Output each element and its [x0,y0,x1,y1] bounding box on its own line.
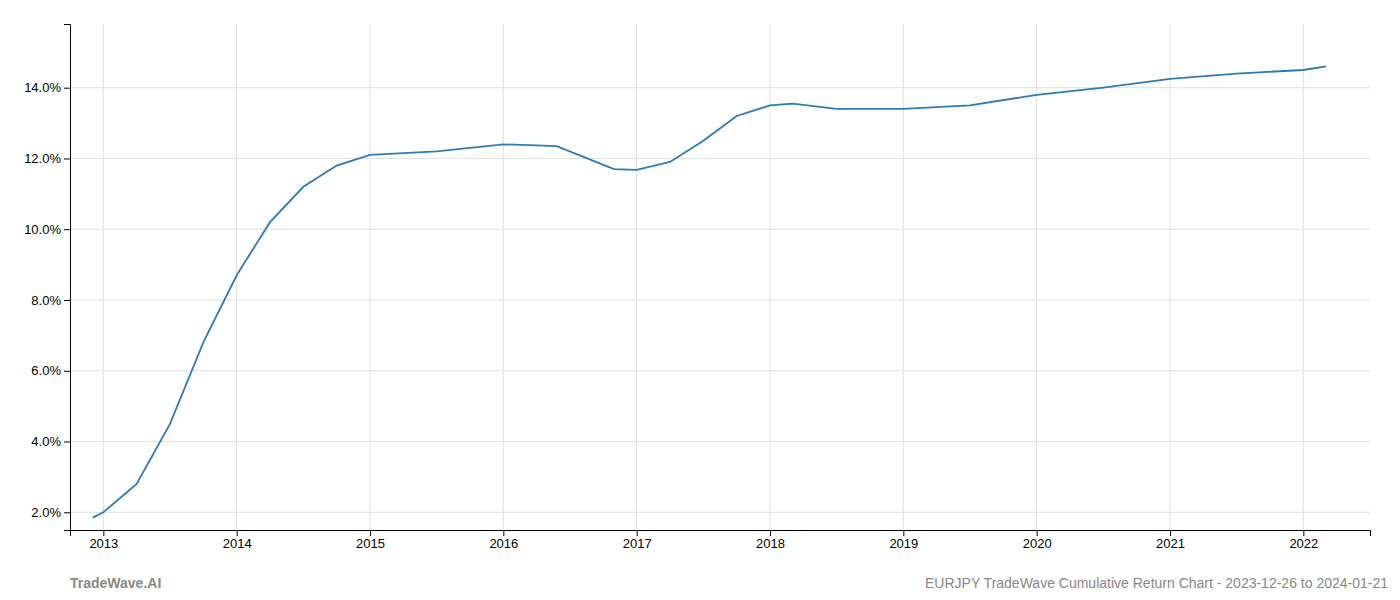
x-tick-mark [1170,530,1171,536]
y-tick: 12.0% [24,151,70,166]
x-tick-mark [637,530,638,536]
marks [93,66,1326,517]
annotation: TradeWave.AI [70,575,161,591]
x-axis: 2013 2014 2015 2016 2017 2018 2019 2020 2021 2022 [71,530,1371,551]
y-axis: 2.0% 4.0% 6.0% 8.0% 10.0% 12.0% 14.0% [24,25,70,531]
x-tick-label: 2015 [356,536,385,551]
x-tick-label: 2014 [223,536,252,551]
y-tick-mark [64,300,70,301]
x-tick-label: 2020 [1023,536,1052,551]
x-tick: 2016 [489,530,518,551]
grid-line-x [770,24,771,530]
y-tick-label: 2.0% [31,505,61,520]
x-tick: 2015 [356,530,385,551]
y-tick-mark [64,442,70,443]
x-tick: 2019 [889,530,918,551]
grid-line-x [636,24,637,530]
x-tick: 2018 [756,530,785,551]
x-tick-mark [103,530,104,536]
x-axis-line [71,531,1371,537]
grid-line-y [70,158,1370,159]
x-tick-label: 2018 [756,536,785,551]
y-tick: 8.0% [31,293,70,308]
x-tick-mark [1037,530,1038,536]
y-tick-label: 14.0% [24,80,61,95]
x-tick: 2014 [223,530,252,551]
grid-line-x [1036,24,1037,530]
y-tick-mark [64,158,70,159]
grid-line-x [903,24,904,530]
x-tick: 2021 [1156,530,1185,551]
grid [70,24,1370,530]
y-tick-label: 10.0% [24,222,61,237]
x-tick-mark [903,530,904,536]
x-tick-mark [1303,530,1304,536]
y-tick-label: 12.0% [24,151,61,166]
grid-line-y [70,87,1370,88]
grid-line-x [1170,24,1171,530]
x-tick: 2013 [89,530,118,551]
x-tick-mark [503,530,504,536]
line [93,66,1326,517]
x-tick: 2020 [1023,530,1052,551]
x-tick-label: 2016 [489,536,518,551]
grid-line-x [103,24,104,530]
x-tick-label: 2021 [1156,536,1185,551]
y-tick: 4.0% [31,434,70,449]
x-tick-mark [370,530,371,536]
y-axis-line [64,25,71,531]
y-tick-mark [64,88,70,89]
y-tick-label: 8.0% [31,293,61,308]
grid-line-y [70,300,1370,301]
grid-line-x [1303,24,1304,530]
grid-line-x [503,24,504,530]
y-tick: 6.0% [31,363,70,378]
x-tick-label: 2022 [1289,536,1318,551]
plot-area: 2013 2014 2015 2016 2017 2018 2019 2020 2021 2022… [24,24,1370,551]
grid-line-y [70,512,1370,513]
y-tick-label: 6.0% [31,363,61,378]
x-tick-mark [237,530,238,536]
y-tick: 2.0% [31,505,70,520]
chart: 2013 2014 2015 2016 2017 2018 2019 2020 2021 2022… [0,0,1400,600]
grid-line-y [70,370,1370,371]
annotation: EURJPY TradeWave Cumulative Return Chart… [925,575,1388,591]
x-tick-label: 2013 [89,536,118,551]
x-tick-label: 2017 [623,536,652,551]
x-tick-mark [770,530,771,536]
y-tick-mark [64,371,70,372]
y-tick-mark [64,512,70,513]
x-tick: 2022 [1289,530,1318,551]
grid-line-y [70,441,1370,442]
y-tick-label: 4.0% [31,434,61,449]
y-tick: 14.0% [24,80,70,95]
x-tick-label: 2019 [889,536,918,551]
y-tick: 10.0% [24,222,70,237]
grid-line-x [370,24,371,530]
y-tick-mark [64,229,70,230]
x-tick: 2017 [623,530,652,551]
